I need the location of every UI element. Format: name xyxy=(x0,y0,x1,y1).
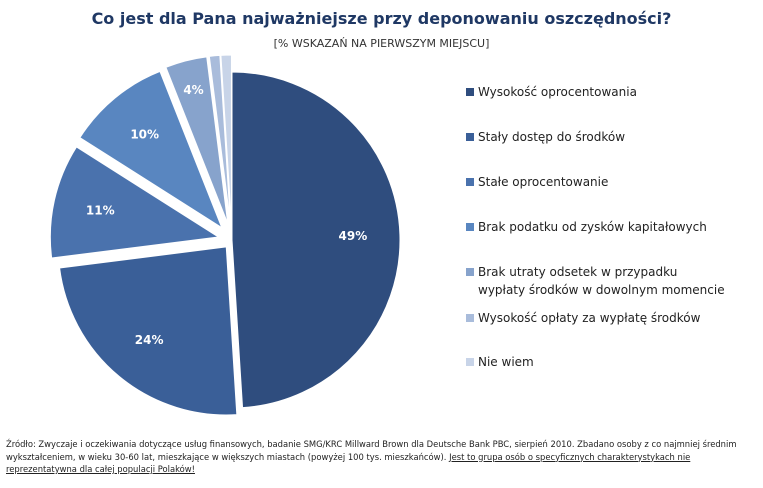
legend: Wysokość oprocentowania Stały dostęp do ś… xyxy=(466,85,725,369)
chart-subtitle: [% WSKAZAŃ NA PIERWSZYM MIEJSCU] xyxy=(273,37,490,50)
legend-swatch xyxy=(466,178,474,186)
pie-slice xyxy=(59,246,238,416)
legend-label: Wysokość opłaty za wypłatę środków xyxy=(478,311,701,325)
pie-slice xyxy=(165,56,229,224)
pie-slice xyxy=(231,71,401,409)
legend-swatch xyxy=(466,358,474,366)
legend-swatch xyxy=(466,314,474,322)
slice-value-label: 49% xyxy=(339,229,368,243)
source-disclaimer: Jest to grupa osób o specyficznych chara… xyxy=(6,451,691,475)
legend-swatch xyxy=(466,223,474,231)
pie-slice xyxy=(79,70,223,229)
legend-label: Brak podatku od zysków kapitałowych xyxy=(478,220,707,234)
legend-label: Wysokość oprocentowania xyxy=(478,85,637,99)
slice-value-label: 11% xyxy=(86,204,115,218)
slice-labels: 49% 24% 11% 10% 4% xyxy=(86,83,367,347)
pie-slices xyxy=(49,54,401,416)
legend-label: Stałe oprocentowanie xyxy=(478,175,608,189)
pie-slice xyxy=(49,146,220,259)
pie-slice xyxy=(208,54,231,224)
legend-label: Stały dostęp do środków xyxy=(478,130,625,144)
slice-value-label: 24% xyxy=(135,333,164,347)
source-text: Źródło: Zwyczaje i oczekiwania dotyczące… xyxy=(6,439,737,462)
legend-label: Brak utraty odsetek w przypadku wypłaty ś… xyxy=(478,265,725,297)
legend-swatch xyxy=(466,268,474,276)
legend-swatch xyxy=(466,133,474,141)
slice-value-label: 10% xyxy=(130,127,159,141)
chart-title: Co jest dla Pana najważniejsze przy depo… xyxy=(91,9,672,28)
pie-slice xyxy=(220,54,232,224)
legend-swatch xyxy=(466,88,474,96)
slice-value-label: 4% xyxy=(183,83,203,97)
legend-label: Nie wiem xyxy=(478,355,534,369)
source-note: Źródło: Zwyczaje i oczekiwania dotyczące… xyxy=(6,438,758,476)
